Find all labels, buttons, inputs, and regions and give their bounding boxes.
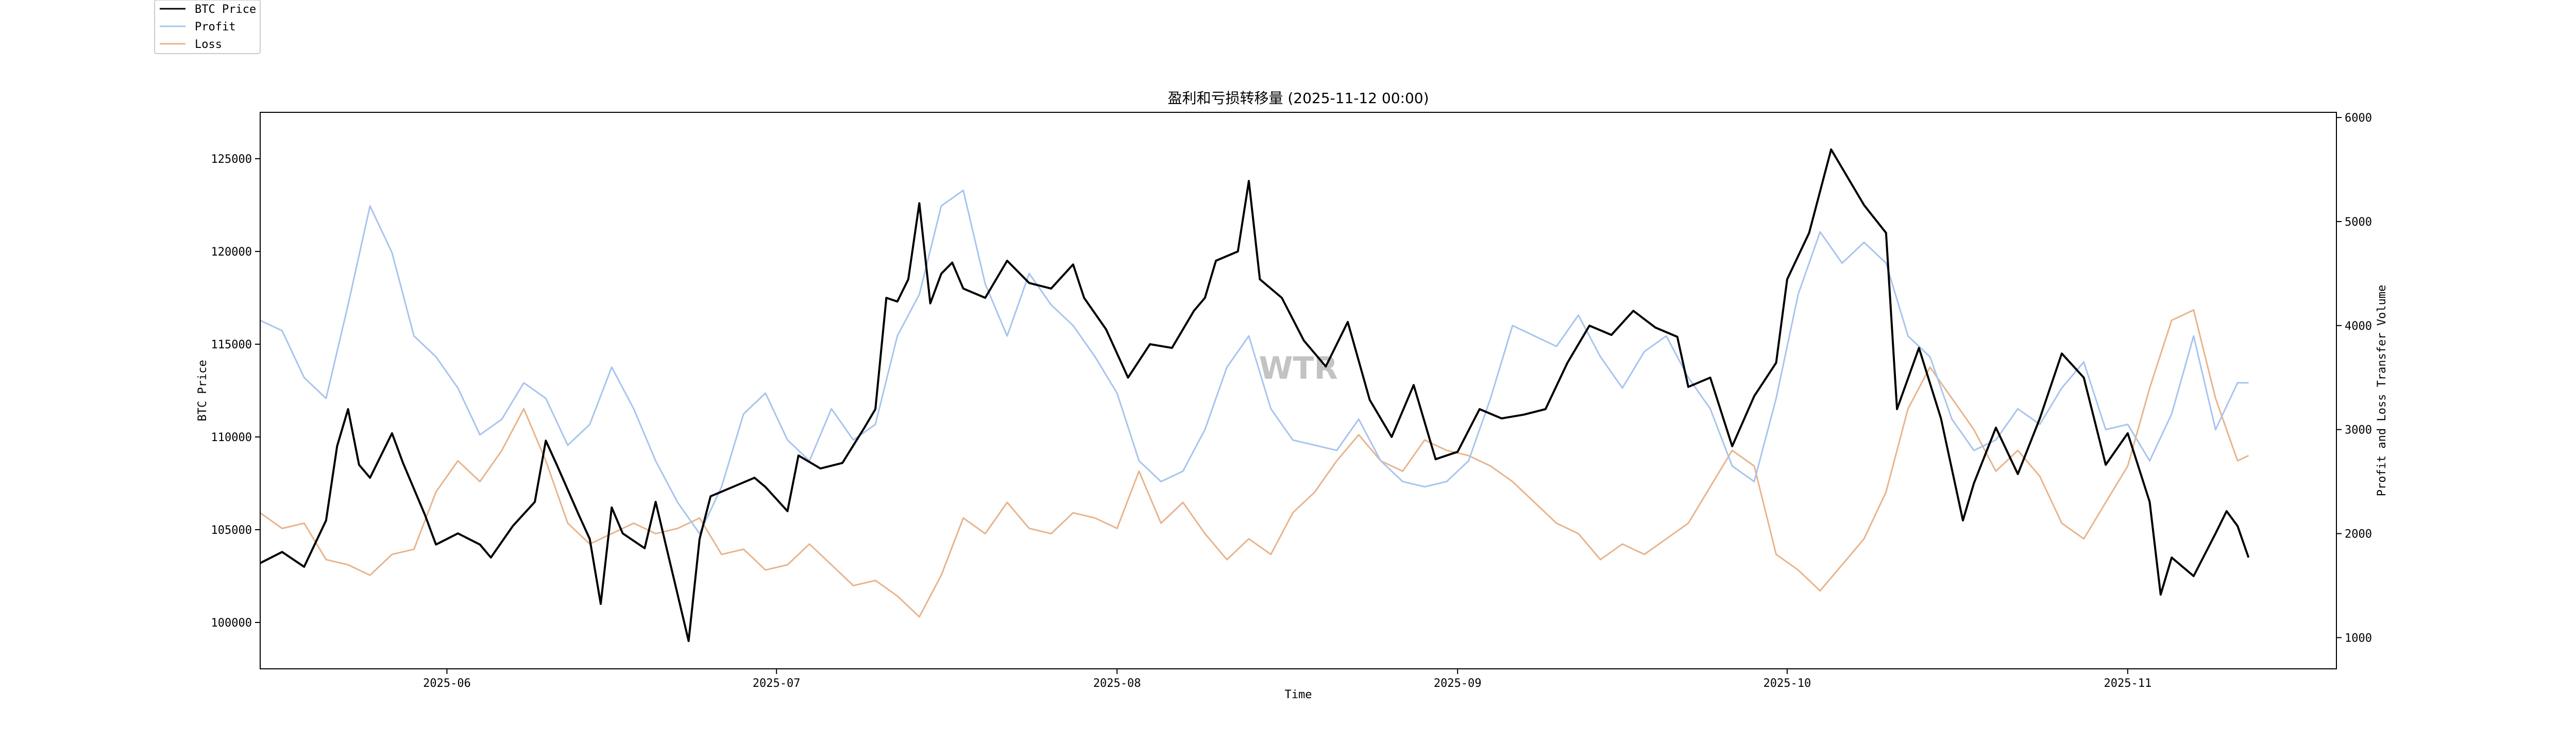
x-tick-label: 2025-11 — [2104, 677, 2152, 690]
y-left-tick-label: 120000 — [211, 246, 252, 259]
x-tick-label: 2025-09 — [1434, 677, 1482, 690]
y-left-tick-label: 125000 — [211, 153, 252, 166]
legend-label-loss: Loss — [195, 38, 222, 51]
y-right-tick-label: 1000 — [2345, 632, 2372, 645]
y-right-tick-label: 5000 — [2345, 216, 2372, 229]
legend-label-profit: Profit — [195, 21, 235, 33]
x-tick-label: 2025-08 — [1093, 677, 1141, 690]
y-right-tick-label: 3000 — [2345, 424, 2372, 437]
x-axis: 2025-06 2025-07 2025-08 2025-09 2025-10 2025-… — [423, 669, 2151, 690]
chart-title: 盈利和亏损转移量 (2025-11-12 00:00) — [1167, 90, 1429, 107]
x-tick-label: 2025-07 — [753, 677, 801, 690]
x-tick-label: 2025-10 — [1764, 677, 1811, 690]
plot-frame — [260, 112, 2337, 669]
y-left-tick-label: 105000 — [211, 524, 252, 537]
legend-box — [154, 0, 261, 54]
y-left-tick-label: 110000 — [211, 431, 252, 444]
y-right-tick-label: 2000 — [2345, 528, 2372, 541]
y-left-tick-label: 100000 — [211, 617, 252, 630]
series-line-btc-price — [260, 148, 2250, 642]
x-tick-label: 2025-06 — [423, 677, 471, 690]
series-layer — [260, 148, 2250, 642]
x-axis-label: Time — [1285, 688, 1312, 701]
y-right-tick-label: 4000 — [2345, 320, 2372, 333]
y-right-tick-label: 6000 — [2345, 112, 2372, 125]
legend-label-btc: BTC Price — [195, 3, 256, 16]
y-axis-right-label: Profit and Loss Transfer Volume — [2376, 285, 2388, 497]
series-line-profit — [260, 189, 2249, 535]
y-axis-right: 1000 2000 3000 4000 5000 6000 — [2336, 112, 2372, 645]
y-left-tick-label: 115000 — [211, 339, 252, 351]
y-axis-left-label: BTC Price — [196, 360, 209, 421]
y-axis-left: 100000 105000 110000 115000 120000 125000 — [211, 153, 260, 630]
watermark: WTR — [1259, 350, 1337, 386]
legend: BTC Price Profit Loss — [154, 0, 261, 54]
